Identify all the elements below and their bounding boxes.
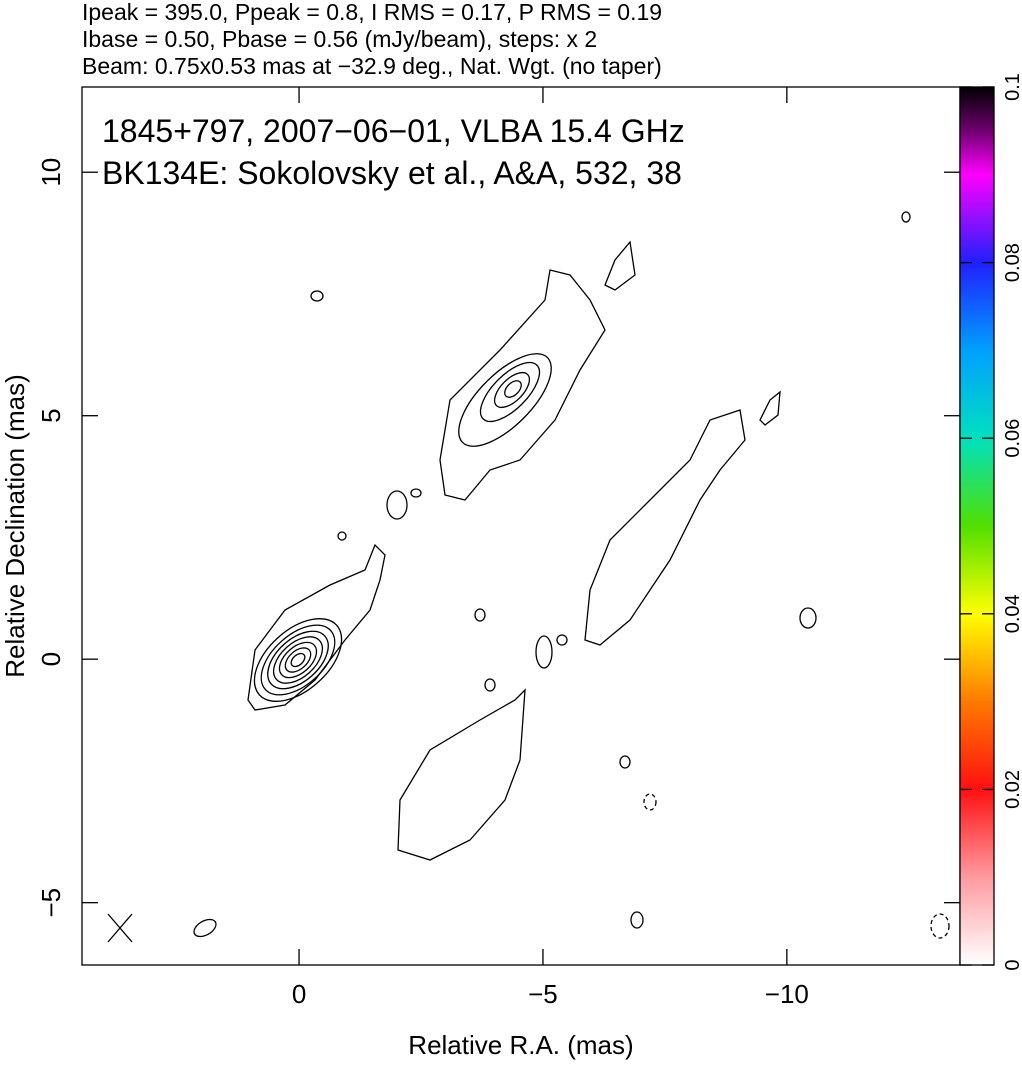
- header-line: Ibase = 0.50, Pbase = 0.56 (mJy/beam), s…: [82, 26, 597, 52]
- contours: [107, 211, 950, 943]
- x-tick-label: 0: [292, 979, 306, 1009]
- annotation: BK134E: Sokolovsky et al., A&A, 532, 38: [102, 155, 682, 191]
- x-axis-label: Relative R.A. (mas): [408, 1030, 633, 1060]
- y-tick-label: 0: [36, 652, 66, 666]
- colorbar-tick-label: 0.08: [1002, 243, 1022, 282]
- y-tick-label: 10: [36, 158, 66, 187]
- y-tick-label: 5: [36, 408, 66, 422]
- colorbar-tick-label: 0: [1002, 959, 1022, 970]
- x-tick-label: −10: [765, 979, 809, 1009]
- y-axis-label: Relative Declination (mas): [0, 374, 30, 677]
- plot-frame: [81, 86, 961, 966]
- annotation: 1845+797, 2007−06−01, VLBA 15.4 GHz: [102, 113, 685, 149]
- y-tick-label: −5: [36, 888, 66, 918]
- x-tick-label: −5: [528, 979, 558, 1009]
- header-line: Beam: 0.75x0.53 mas at −32.9 deg., Nat. …: [82, 53, 662, 79]
- colorbar-tick-label: 0.02: [1002, 770, 1022, 809]
- colorbar-tick-label: 0.04: [1002, 594, 1022, 633]
- colorbar-tick-label: 0.1: [1002, 73, 1022, 101]
- colorbar-tick-label: 0.06: [1002, 419, 1022, 458]
- colorbar: [959, 86, 995, 966]
- header-line: Ipeak = 395.0, Ppeak = 0.8, I RMS = 0.17…: [82, 0, 662, 25]
